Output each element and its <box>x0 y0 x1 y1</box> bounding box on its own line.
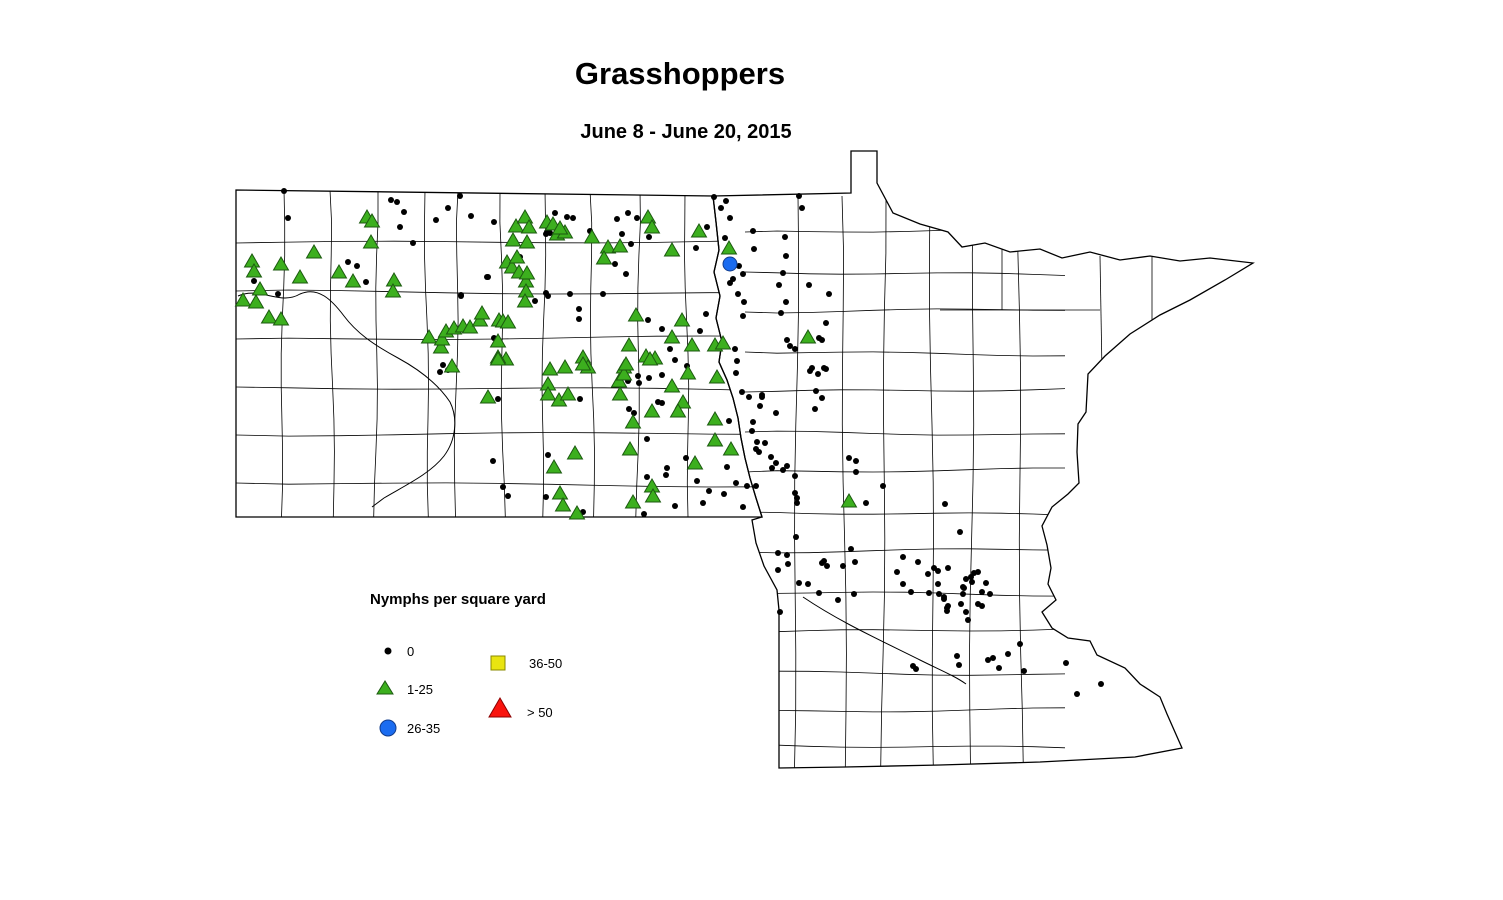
page-title: Grasshoppers <box>575 56 785 91</box>
legend-label-mid: 26-35 <box>407 721 440 736</box>
legend-triangle-icon <box>376 680 394 695</box>
minnesota-county-lines <box>744 195 1153 768</box>
map-legend: Nymphs per square yard 0 1-25 26-35 36-5… <box>370 591 562 737</box>
legend-square-icon <box>490 655 506 671</box>
missouri-river-line <box>237 291 456 508</box>
page-subtitle: June 8 - June 20, 2015 <box>580 121 791 143</box>
legend-dot-icon <box>384 647 392 655</box>
legend-big-triangle-icon <box>488 697 512 718</box>
legend-label-high: 36-50 <box>529 656 562 671</box>
legend-label-severe: > 50 <box>527 705 553 720</box>
legend-title: Nymphs per square yard <box>370 591 546 608</box>
legend-label-low: 1-25 <box>407 682 433 697</box>
minnesota-outline <box>712 150 1255 769</box>
minnesota-river-line <box>802 596 967 685</box>
markers-zero-density <box>251 188 1104 697</box>
markers-mid-density <box>722 256 738 272</box>
legend-label-zero: 0 <box>407 644 414 659</box>
markers-low-density <box>234 208 858 520</box>
legend-circle-icon <box>379 719 397 737</box>
